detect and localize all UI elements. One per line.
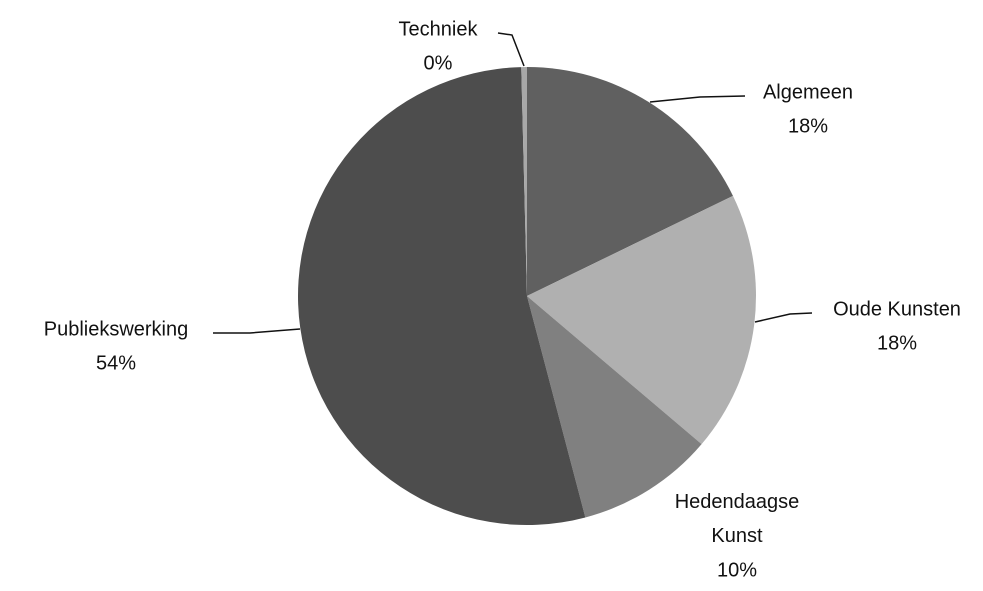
category-label: Algemeen (763, 81, 853, 103)
value-label: 18% (877, 332, 917, 354)
category-label: Publiekswerking (44, 318, 189, 340)
leader-line (754, 312, 813, 323)
value-label: 10% (717, 559, 757, 581)
pie-slice (527, 296, 702, 518)
category-label: Oude Kunsten (833, 298, 961, 320)
value-label: 18% (788, 115, 828, 137)
pie-slice (527, 67, 733, 296)
value-label: 0% (424, 52, 453, 74)
pie-slice (527, 195, 756, 445)
category-label: Hedendaagse Kunst (675, 491, 800, 547)
leader-line (497, 32, 525, 67)
leader-line (213, 328, 301, 334)
category-label: Techniek (399, 18, 479, 40)
leader-line (649, 95, 746, 103)
pie-slice (521, 67, 527, 296)
value-label: 54% (96, 352, 136, 374)
pie (298, 67, 756, 525)
pie-slice (298, 67, 586, 525)
